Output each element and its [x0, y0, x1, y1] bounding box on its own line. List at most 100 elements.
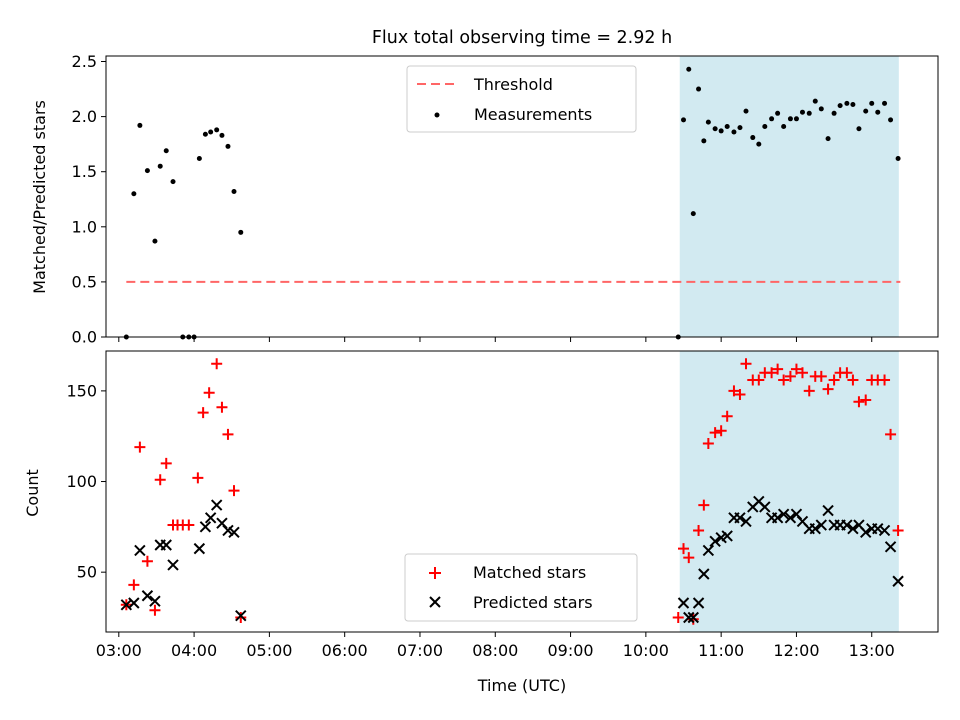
predicted-star-point: [815, 519, 828, 531]
matched-star-point: [784, 370, 796, 382]
matched-star-point: [728, 385, 740, 397]
measurement-point: [701, 138, 707, 144]
matched-star-point: [772, 363, 784, 375]
measurement-point: [712, 126, 718, 132]
predicted-star-point: [149, 595, 161, 607]
measurement-point: [137, 122, 143, 128]
matched-star-point: [672, 611, 684, 623]
matched-star-point: [847, 374, 859, 386]
matched-star-point: [853, 396, 865, 408]
matched-star-point: [879, 374, 891, 386]
matched-star-point: [860, 394, 872, 406]
legend-matched-label: Matched stars: [473, 563, 586, 582]
x-tick-label: 04:00: [171, 641, 217, 660]
matched-star-point: [841, 367, 853, 379]
predicted-star-point: [771, 512, 784, 524]
predicted-star-point: [702, 544, 715, 557]
x-tick-label: 08:00: [472, 641, 518, 660]
matched-star-point: [734, 389, 746, 401]
measurement-point: [793, 116, 799, 122]
matched-star-point: [183, 519, 195, 531]
predicted-star-point: [199, 521, 212, 533]
ratio-axes-frame: [105, 55, 939, 338]
measurement-point: [170, 179, 176, 185]
y-tick-label: 50: [77, 563, 97, 582]
predicted-star-point: [204, 512, 217, 524]
measurement-point: [831, 110, 837, 116]
measurement-point: [718, 128, 724, 134]
measurement-point: [219, 132, 225, 138]
predicted-star-point: [128, 597, 140, 609]
matched-star-point: [796, 367, 808, 379]
predicted-star-point: [210, 499, 223, 511]
matched-star-point: [192, 472, 204, 484]
measurement-point: [208, 129, 214, 135]
measurement-point: [163, 148, 169, 154]
measurement-point: [690, 211, 696, 217]
ratio-y-ticks: 0.0 0.5 1.0 1.5 2.0 2.5: [72, 52, 106, 347]
matched-star-point: [228, 485, 240, 497]
measurement-point: [737, 125, 743, 131]
x-tick-label: 05:00: [246, 641, 292, 660]
measurement-point: [231, 189, 237, 195]
predicted-star-point: [134, 544, 146, 557]
ratio-shaded-span: [679, 56, 899, 337]
measurement-point: [196, 155, 202, 161]
y-tick-label: 0.0: [72, 328, 97, 347]
matched-star-point: [815, 370, 827, 382]
measurement-point: [724, 124, 730, 130]
measurement-point: [762, 124, 768, 130]
measurement-point: [743, 108, 749, 114]
predicted-star-point: [878, 524, 891, 537]
matched-star-point: [154, 474, 166, 486]
matched-star-point: [128, 579, 140, 591]
matched-star-point: [141, 555, 153, 567]
matched-star-point: [134, 441, 146, 453]
count-shaded-span: [679, 351, 899, 632]
predicted-star-point: [709, 535, 721, 548]
ratio-x-ticks: [118, 337, 873, 342]
ratio-y-label: Matched/Predicted stars: [30, 100, 49, 294]
measurement-point: [895, 155, 901, 161]
measurement-point: [882, 100, 888, 106]
predicted-star-point: [841, 519, 853, 531]
x-tick-label: 10:00: [623, 641, 669, 660]
matched-star-point: [683, 552, 695, 564]
predicted-star-point: [228, 526, 240, 538]
predicted-star-point: [784, 512, 797, 524]
measurement-point: [238, 229, 244, 235]
x-tick-label: 13:00: [849, 641, 895, 660]
predicted-star-point: [884, 541, 897, 553]
x-axis-label: Time (UTC): [477, 676, 566, 695]
measurement-point: [705, 119, 711, 125]
measurement-point: [775, 110, 781, 116]
measurement-point: [875, 109, 881, 115]
matched-star-point: [211, 358, 223, 370]
matched-star-point: [721, 410, 733, 422]
measurement-point: [863, 108, 869, 114]
measurement-point: [837, 103, 843, 109]
measurement-point: [844, 100, 850, 106]
ratio-points: [123, 66, 901, 340]
measurement-point: [144, 168, 150, 174]
measurement-point: [869, 100, 875, 106]
matched-points: [120, 358, 904, 625]
predicted-star-point: [759, 501, 771, 513]
count-y-label: Count: [23, 469, 42, 517]
x-tick-label: 07:00: [397, 641, 443, 660]
measurement-point: [202, 131, 208, 137]
measurement-point: [888, 117, 894, 123]
matched-star-point: [778, 374, 790, 386]
matched-star-point: [740, 358, 752, 370]
measurement-point: [850, 101, 856, 107]
y-tick-label: 0.5: [72, 272, 97, 291]
measurement-point: [131, 191, 137, 197]
y-tick-label: 150: [66, 381, 97, 400]
measurement-point: [214, 127, 220, 133]
ratio-legend-box: [406, 65, 637, 133]
predicted-points: [120, 495, 904, 624]
predicted-star-point: [892, 575, 904, 587]
matched-star-point: [698, 499, 710, 511]
matched-star-point: [892, 524, 904, 536]
